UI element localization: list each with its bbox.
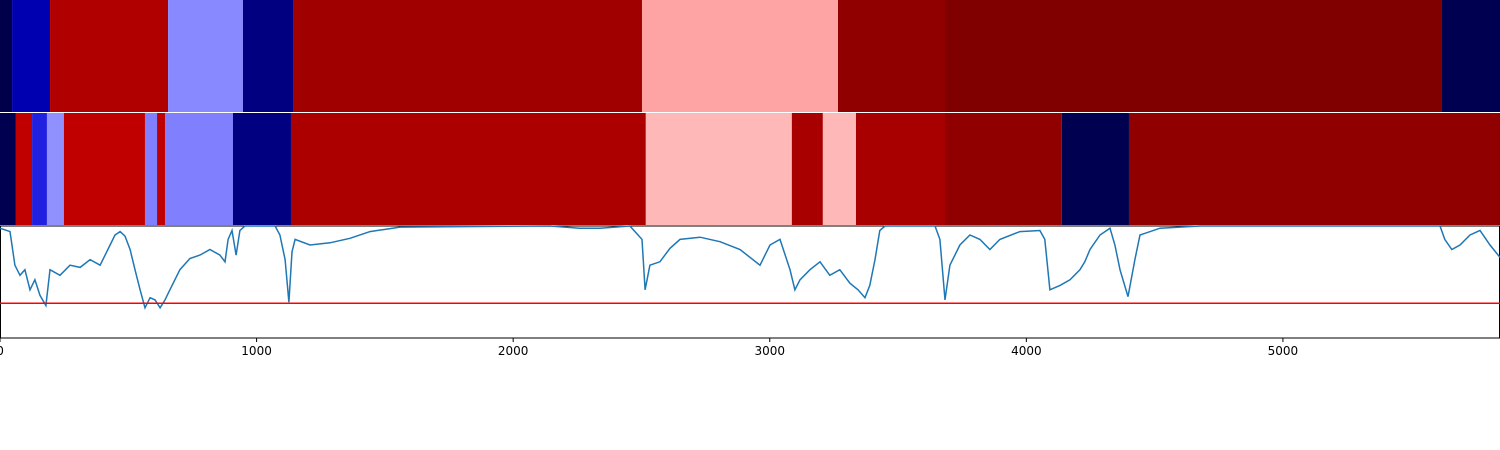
segment xyxy=(232,113,291,225)
segment xyxy=(164,113,233,225)
segment xyxy=(838,0,946,112)
segment xyxy=(641,0,839,112)
segment xyxy=(791,113,823,225)
line xyxy=(0,225,1500,310)
x-tick-label: 5000 xyxy=(1268,344,1299,358)
segment xyxy=(822,113,856,225)
segment xyxy=(290,113,646,225)
segment xyxy=(645,113,792,225)
segment xyxy=(1128,113,1500,225)
segment xyxy=(0,113,16,225)
segment xyxy=(50,0,169,112)
segment xyxy=(945,113,1062,225)
segment xyxy=(945,0,1443,112)
segment xyxy=(242,0,294,112)
x-tick-label: 1000 xyxy=(241,344,272,358)
segment xyxy=(15,113,33,225)
segment xyxy=(1442,0,1500,112)
segment xyxy=(46,113,64,225)
segment xyxy=(144,113,158,225)
segment xyxy=(168,0,243,112)
segment xyxy=(157,113,165,225)
x-tick-label: 4000 xyxy=(1011,344,1042,358)
plot-frame xyxy=(0,225,1500,339)
segment xyxy=(32,113,47,225)
segment xyxy=(12,0,51,112)
x-tick-label: 2000 xyxy=(498,344,529,358)
segment xyxy=(63,113,145,225)
segment xyxy=(0,0,13,112)
segment xyxy=(855,113,946,225)
segment xyxy=(1061,113,1129,225)
x-tick-label: 3000 xyxy=(754,344,785,358)
x-tick-label: 0 xyxy=(0,344,4,358)
segment xyxy=(293,0,642,112)
